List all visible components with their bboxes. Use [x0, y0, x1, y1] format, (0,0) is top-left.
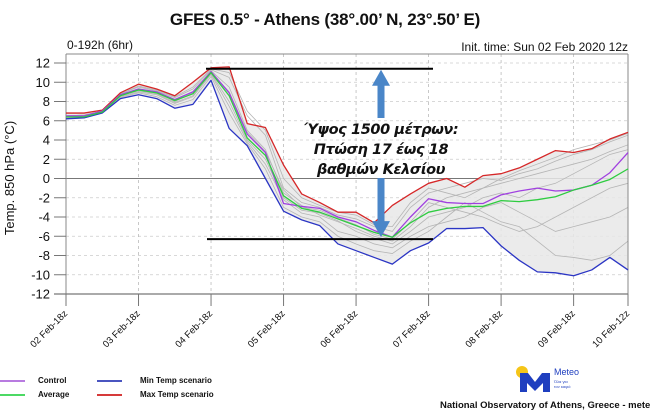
legend-label-max: Max Temp scenario [140, 390, 214, 399]
legend-swatch-min [97, 379, 122, 382]
y-tick-label: 8 [43, 94, 50, 109]
y-axis-label: Temp. 850 hPa (°C) [2, 121, 17, 235]
logo-tagline-1: Όλα για [553, 379, 568, 384]
x-tick-label: 07 Feb-18z [391, 308, 433, 350]
arrow-down-shaft [377, 178, 385, 223]
ensemble-spread [66, 66, 628, 276]
logo-name: Meteo [554, 367, 579, 377]
legend-swatch-average [0, 393, 25, 396]
y-tick-label: -6 [38, 229, 50, 244]
legend-item-min: Min Temp scenario [97, 376, 212, 385]
x-tick-label: 05 Feb-18z [246, 308, 288, 350]
x-tick-label: 04 Feb-18z [173, 308, 215, 350]
meteo-logo: Meteo Όλα για τον καιρό [513, 364, 603, 394]
ensemble-member-line [65, 69, 629, 232]
y-tick-label: 10 [36, 75, 50, 90]
legend-item-average: Average [0, 390, 69, 399]
y-tick-label: 0 [43, 171, 50, 186]
x-tick-label: 08 Feb-18z [463, 308, 505, 350]
arrow-down-icon [372, 221, 390, 238]
legend-swatch-control [0, 379, 25, 382]
y-tick-label: -12 [31, 287, 50, 302]
annotation-line-1: Ύψος 1500 μέτρων: [303, 122, 459, 138]
y-tick-label: 2 [43, 152, 50, 167]
ensemble-member-line [65, 72, 629, 245]
arrow-up-shaft [377, 84, 385, 118]
legend-label-min: Min Temp scenario [140, 376, 212, 385]
x-tick-label: 09 Feb-18z [536, 308, 578, 350]
legend-swatch-max [97, 393, 122, 396]
footer-credit: National Observatory of Athens, Greece -… [440, 400, 650, 411]
legend-item-control: Control [0, 376, 66, 385]
annotation-line-3: βαθμών Κελσίου [316, 162, 446, 178]
spread-area [66, 66, 628, 276]
annotation-text: Ύψος 1500 μέτρων: Πτώση 17 έως 18 βαθμών… [296, 120, 466, 180]
legend-item-max: Max Temp scenario [97, 390, 214, 399]
y-tick-label: -10 [31, 267, 50, 282]
init-time: Init. time: Sun 02 Feb 2020 12z [461, 40, 628, 54]
series-layer [65, 66, 629, 277]
y-tick-label: 4 [43, 133, 50, 148]
ensemble-member-line [65, 68, 629, 228]
logo-tagline-2: τον καιρό [554, 384, 571, 389]
series-line-max-temp-scenario [66, 66, 629, 224]
y-tick-label: 12 [36, 56, 50, 71]
annotation-layer [206, 67, 433, 241]
x-tick-label: 02 Feb-18z [28, 308, 70, 350]
arrow-up-icon [372, 69, 390, 86]
annotation-line-2: Πτώση 17 έως 18 [313, 142, 449, 158]
range-label: 0-192h (6hr) [67, 38, 134, 52]
y-tick-label: -2 [38, 190, 50, 205]
legend: Control Average Min Temp scenario Max Te… [0, 374, 240, 404]
x-tick-label: 06 Feb-18z [318, 308, 360, 350]
x-tick-label: 03 Feb-18z [101, 308, 143, 350]
legend-label-control: Control [38, 376, 67, 385]
y-tick-label: -4 [38, 210, 50, 225]
ensemble-member-line [65, 73, 629, 249]
x-tick-label: 10 Feb-12z [590, 308, 632, 350]
chart-title: GFES 0.5° - Athens (38°.00’ N, 23°.50’ E… [169, 10, 481, 29]
legend-label-average: Average [38, 390, 70, 399]
y-tick-label: -8 [38, 248, 50, 263]
logo-m-icon [520, 373, 550, 392]
y-tick-label: 6 [43, 113, 50, 128]
series-line-control [66, 71, 629, 238]
series-line-min-temp-scenario [65, 79, 629, 277]
series-line-average [66, 71, 629, 238]
